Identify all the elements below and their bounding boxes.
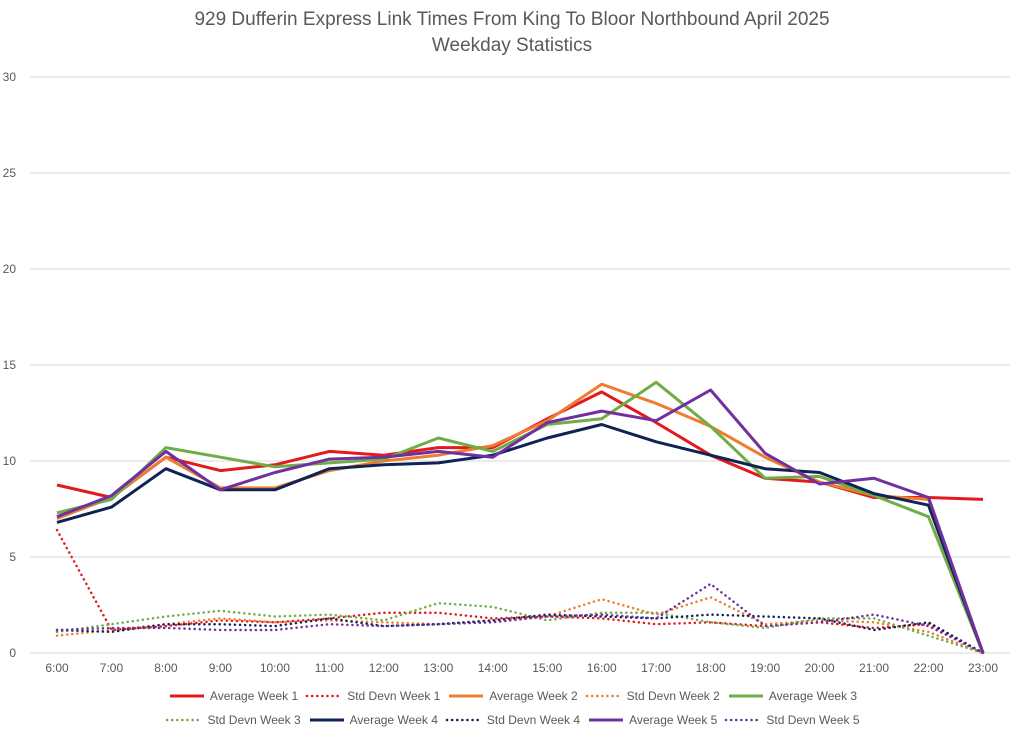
x-tick-label: 17:00 xyxy=(641,661,671,675)
legend-item[interactable]: Average Week 1 xyxy=(167,689,298,703)
dotted-line-swatch-icon xyxy=(585,694,622,698)
dotted-line-swatch-icon xyxy=(305,694,343,698)
y-tick-label: 25 xyxy=(3,166,17,180)
x-tick-label: 22:00 xyxy=(914,661,944,675)
x-tick-label: 18:00 xyxy=(696,661,726,675)
x-tick-label: 8:00 xyxy=(154,661,178,675)
dotted-line-swatch-icon xyxy=(445,718,483,722)
x-tick-label: 19:00 xyxy=(750,661,780,675)
solid-line-swatch-icon xyxy=(169,694,204,698)
dotted-line-swatch-icon xyxy=(166,718,203,722)
y-tick-label: 10 xyxy=(3,454,17,468)
legend-item[interactable]: Std Devn Week 2 xyxy=(584,689,720,703)
solid-line-swatch-icon xyxy=(728,694,763,698)
series-lines xyxy=(55,380,985,655)
solid-line-swatch-icon xyxy=(309,718,344,722)
x-tick-label: 15:00 xyxy=(532,661,562,675)
x-axis-ticks: 6:00 7:00 8:00 9:00 10:00 11:00 12:00 13:00 14:0… xyxy=(45,661,998,675)
legend-item[interactable]: Std Devn Week 3 xyxy=(164,713,301,727)
legend-item[interactable]: Std Devn Week 5 xyxy=(723,713,860,727)
x-tick-label: 7:00 xyxy=(100,661,124,675)
x-tick-label: 13:00 xyxy=(423,661,453,675)
legend-label: Std Devn Week 3 xyxy=(207,713,301,727)
series-line-average-week-4 xyxy=(56,423,985,654)
x-tick-label: 9:00 xyxy=(209,661,233,675)
legend-label: Average Week 2 xyxy=(489,689,578,703)
legend-item[interactable]: Average Week 5 xyxy=(586,713,717,727)
legend-row-2: Std Devn Week 3 Average Week 4 Std Devn We… xyxy=(0,713,1024,727)
legend-label: Std Devn Week 5 xyxy=(766,713,860,727)
y-tick-label: 5 xyxy=(9,550,16,564)
y-axis-ticks: 0 5 10 15 20 25 30 xyxy=(3,70,17,660)
legend-label: Average Week 5 xyxy=(629,713,718,727)
x-tick-label: 16:00 xyxy=(587,661,617,675)
y-tick-label: 30 xyxy=(3,70,17,84)
series-line-average-week-5 xyxy=(56,388,985,654)
legend-label: Std Devn Week 2 xyxy=(626,689,720,703)
solid-line-swatch-icon xyxy=(449,694,484,698)
x-tick-label: 21:00 xyxy=(859,661,889,675)
x-tick-label: 23:00 xyxy=(968,661,998,675)
x-tick-label: 10:00 xyxy=(260,661,290,675)
x-tick-label: 12:00 xyxy=(369,661,399,675)
series-line-std-devn-week-5 xyxy=(55,582,985,655)
y-tick-label: 15 xyxy=(3,358,17,372)
legend-label: Average Week 4 xyxy=(349,713,438,727)
series-line-std-devn-week-1 xyxy=(55,528,985,655)
plot-area: 0 5 10 15 20 25 30 6:00 7:00 8:00 9:00 10:00 11:00 1… xyxy=(3,70,1010,675)
legend-item[interactable]: Average Week 4 xyxy=(307,713,438,727)
x-tick-label: 14:00 xyxy=(478,661,508,675)
legend-label: Average Week 1 xyxy=(209,689,299,703)
series-line-std-devn-week-2 xyxy=(55,596,985,655)
legend-label: Average Week 3 xyxy=(768,689,858,703)
legend-label: Std Devn Week 1 xyxy=(347,689,441,703)
legend-item[interactable]: Std Devn Week 4 xyxy=(444,713,580,727)
chart-subtitle: Weekday Statistics xyxy=(431,35,593,56)
legend-item[interactable]: Std Devn Week 1 xyxy=(304,689,440,703)
series-line-std-devn-week-3 xyxy=(55,601,985,655)
y-tick-label: 0 xyxy=(9,646,16,660)
x-tick-label: 20:00 xyxy=(805,661,835,675)
gridlines xyxy=(30,76,1010,654)
chart-title: 929 Dufferin Express Link Times From Kin… xyxy=(194,9,830,30)
legend-label: Std Devn Week 4 xyxy=(486,713,581,727)
legend-item[interactable]: Average Week 3 xyxy=(726,689,857,703)
legend-row-1: Average Week 1 Std Devn Week 1 Average Wee… xyxy=(0,689,1024,703)
legend-item[interactable]: Average Week 2 xyxy=(446,689,578,703)
dotted-line-swatch-icon xyxy=(725,718,762,722)
solid-line-swatch-icon xyxy=(589,718,624,722)
x-tick-label: 11:00 xyxy=(315,661,344,675)
series-line-average-week-3 xyxy=(56,380,985,654)
x-tick-label: 6:00 xyxy=(45,661,69,675)
series-line-std-devn-week-4 xyxy=(55,613,985,655)
y-tick-label: 20 xyxy=(3,262,17,276)
